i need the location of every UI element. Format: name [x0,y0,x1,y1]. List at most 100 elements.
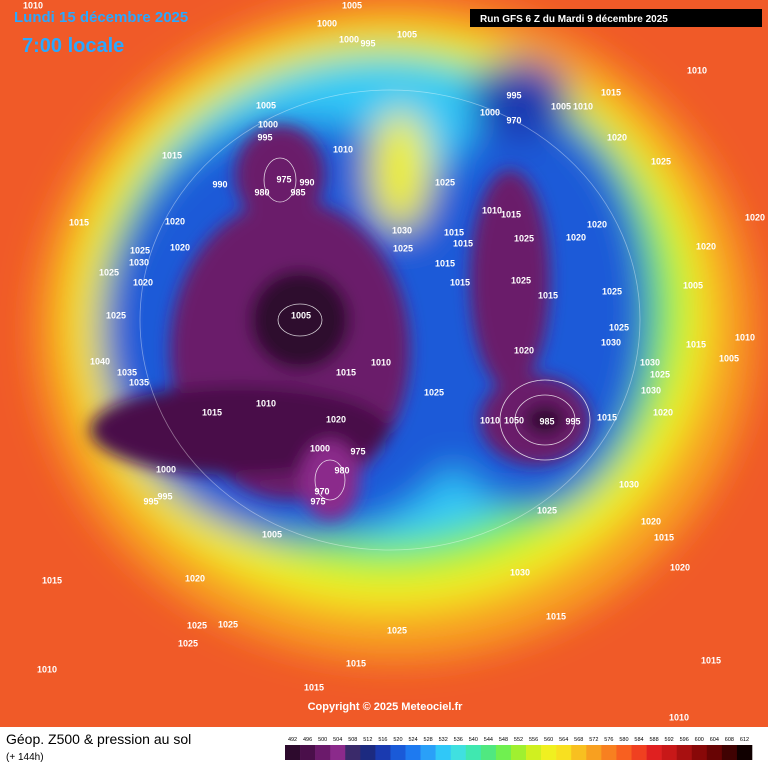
legend-swatch [465,745,482,760]
legend-label: 504 [333,737,342,743]
legend-label: 532 [439,737,448,743]
legend-swatch [435,745,452,760]
legend-swatch [330,745,346,760]
isobar-label: 1010 [256,398,276,408]
legend-label: 560 [544,737,553,743]
isobar-label: 1015 [546,611,566,621]
isobar-label: 1015 [453,238,473,248]
legend-swatch [676,745,693,760]
isobar-label: 1025 [387,625,407,635]
isobar-label: 1025 [435,177,455,187]
time: 7:00 locale [22,35,124,57]
isobar-label: 1010 [23,0,43,10]
run: Run GFS 6 Z du Mardi 9 décembre 2025 [480,14,668,25]
legend-label: 496 [303,737,312,743]
isobar-label: 1015 [69,217,89,227]
isobar-label: 1000 [310,443,330,453]
isobar-label: 975 [350,446,365,456]
legend-swatch [736,745,753,760]
isobar-label: 1015 [654,532,674,542]
legend-swatch [556,745,572,760]
legend-swatch [390,745,406,760]
isobar-label: 1035 [129,377,149,387]
legend-label: 600 [695,737,704,743]
legend-label: 596 [680,737,689,743]
isobar-label: 1025 [106,310,126,320]
legend-label: 536 [454,737,463,743]
isobar-label: 1025 [130,245,150,255]
legend-swatch [480,745,497,760]
isobar-label: 1025 [514,233,534,243]
legend-label: 604 [710,737,719,743]
isobar-label: 1030 [601,337,621,347]
isobar-label: 1020 [745,212,765,222]
legend-label: 584 [634,737,643,743]
isobar-label: 1010 [333,144,353,154]
footer-title: Géop. Z500 & pression au sol [6,731,191,747]
isobar-label: 970 [506,115,521,125]
date: Lundi 15 décembre 2025 [14,9,188,26]
isobar-label: 1015 [686,339,706,349]
isobar-label: 1025 [602,286,622,296]
legend-label: 524 [408,737,417,743]
isobar-label: 1020 [566,232,586,242]
legend-swatch [420,745,436,760]
isobar-label: 1050 [504,415,524,425]
isobar-label: 990 [299,177,314,187]
isobar-label: 995 [565,416,580,426]
isobar-label: 1015 [450,277,470,287]
legend-label: 588 [649,737,658,743]
isobar-label: 1015 [435,258,455,268]
legend-swatch [571,745,587,760]
legend-label: 564 [559,737,568,743]
isobar-label: 980 [334,465,349,475]
legend-swatch [541,745,557,760]
isobar-label: 1030 [510,567,530,577]
legend-swatch [721,745,738,760]
isobar-label: 1020 [641,516,661,526]
isobar-label: 1015 [202,407,222,417]
isobar-label: 1015 [42,575,62,585]
copyright: Copyright © 2025 Meteociel.fr [308,701,464,713]
isobar-label: 995 [360,38,375,48]
isobar-label: 1030 [640,357,660,367]
isobar-label: 990 [212,179,227,189]
isobar-label: 1005 [719,353,739,363]
isobar-label: 995 [257,132,272,142]
isobar-label: 1010 [482,205,502,215]
legend-label: 568 [574,737,583,743]
isobar-label: 1030 [619,479,639,489]
isobar-label: 1015 [501,209,521,219]
legend-label: 492 [288,737,297,743]
isobar-label: 1015 [601,87,621,97]
isobar-label: 1035 [117,367,137,377]
legend-swatch [586,745,602,760]
legend-label: 528 [424,737,433,743]
isobar-label: 1025 [218,619,238,629]
legend: 492 496 500 504 508 512 516 520 524 528 532 536 540 5… [285,737,753,760]
isobar-label: 1015 [597,412,617,422]
legend-swatch [495,745,512,760]
isobar-label: 1015 [162,150,182,160]
legend-swatch [405,745,421,760]
isobar-label: 1005 [397,29,417,39]
legend-label: 540 [469,737,478,743]
isobar-label: 985 [290,187,305,197]
legend-label: 592 [665,737,674,743]
legend-label: 556 [529,737,538,743]
isobar-label: 1015 [701,655,721,665]
isobar-label: 970 [314,486,329,496]
isobar-label: 1030 [129,257,149,267]
legend-label: 548 [499,737,508,743]
isobar-label: 1010 [480,415,500,425]
run-box [470,9,762,27]
isobar-label: 1020 [514,345,534,355]
isobar-label: 1000 [339,34,359,44]
legend-swatch [315,745,331,760]
isobar-label: 1005 [256,100,276,110]
footer-lead: (+ 144h) [6,752,44,763]
legend-label: 580 [619,737,628,743]
isobar-label: 1025 [178,638,198,648]
